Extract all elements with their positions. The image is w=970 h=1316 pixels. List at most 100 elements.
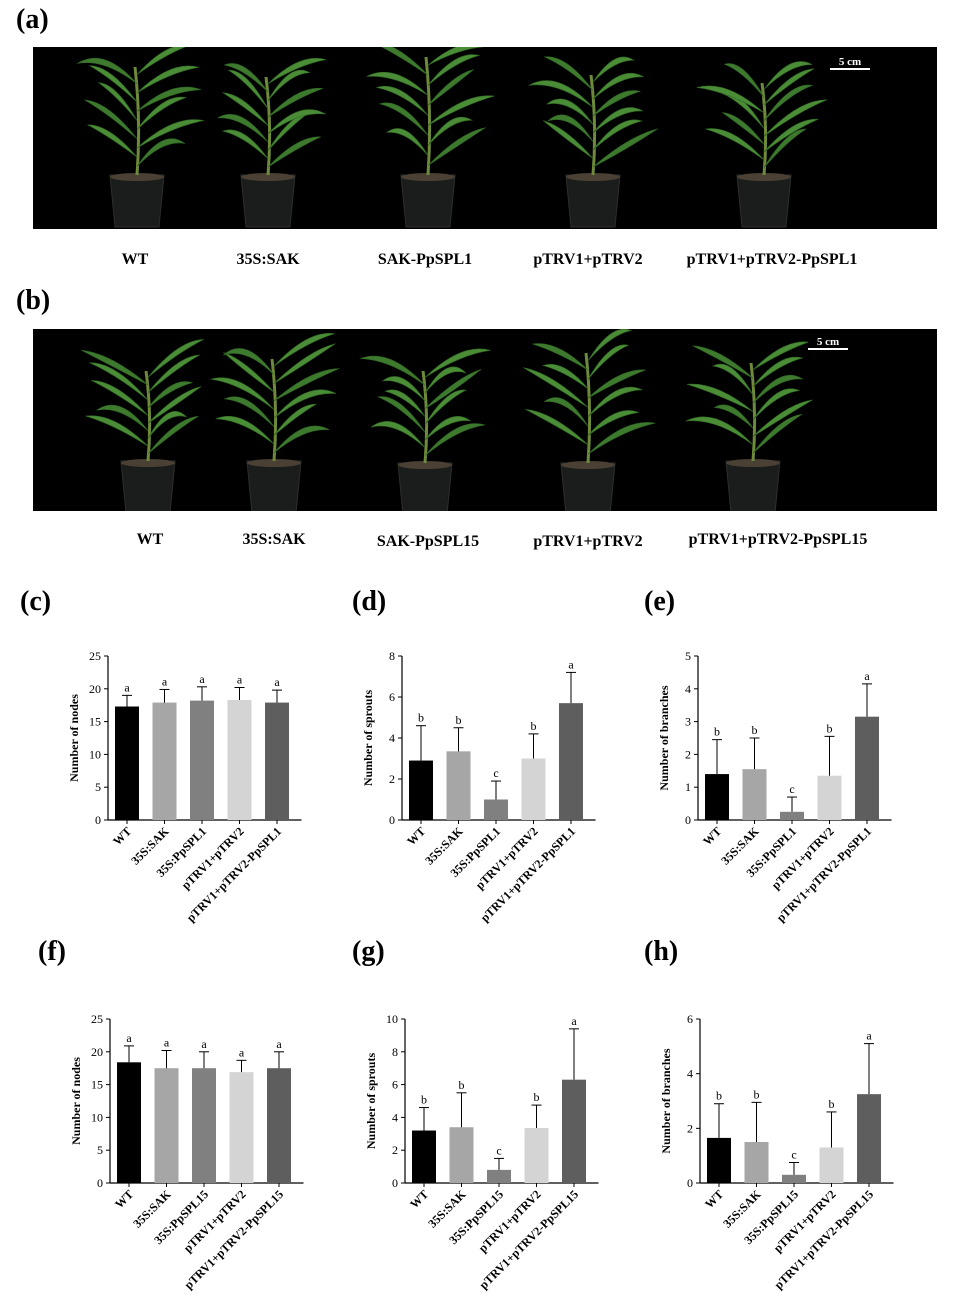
stem [584,352,592,464]
bar [782,1174,806,1183]
leaf [592,56,635,83]
y-tick-label: 15 [89,715,101,729]
leaf [87,124,138,158]
leaf [227,69,269,110]
plant-label: 35S:SAK [242,531,306,548]
leaf [77,57,138,84]
y-tick-label: 10 [89,747,101,761]
leaf [136,138,186,167]
leaf [587,369,646,399]
leaf [592,119,644,151]
significance-letter: a [124,680,130,694]
leaf [267,136,321,168]
leaf [592,90,642,117]
plant-illustration [77,47,204,228]
bar [265,702,289,820]
pot [400,174,456,228]
y-tick-label: 4 [687,1067,693,1081]
stem [760,82,768,176]
y-tick-label: 0 [687,1176,693,1190]
leaf [136,65,200,94]
significance-letter: a [864,669,870,683]
y-tick-label: 4 [389,731,395,745]
soil [110,173,164,181]
soil [726,459,780,467]
bar [857,1094,881,1183]
plant-illustration [696,61,828,228]
bar [446,751,471,820]
leaf [686,383,754,412]
leaf [752,375,803,404]
y-tick-label: 2 [687,1121,693,1135]
leaf [424,416,471,441]
leaf [587,344,630,380]
leaf [541,364,589,389]
significance-letter: c [791,1148,796,1162]
leaf [136,47,186,75]
panel-letter-d: (d) [352,586,387,617]
panel-letter-b: (b) [16,285,51,316]
leaf [592,107,644,134]
leaf [713,404,754,429]
significance-letter: b [456,713,462,727]
leaf [752,356,804,387]
leaf [427,69,474,106]
panel-letter-f: (f) [38,936,66,967]
leaf [752,388,801,421]
y-axis-label: Number of nodes [69,1057,83,1145]
plant-illustration [210,333,340,511]
bar [227,699,252,820]
x-tick-label: WT [407,1187,431,1211]
significance-letter: a [201,1037,207,1051]
leaf [147,386,202,424]
leaf [546,98,594,125]
leaf [273,368,340,402]
bar [115,706,139,820]
stem [424,56,432,176]
leaf [752,341,809,371]
leaf [366,71,429,96]
leaf [427,47,485,66]
bar [524,1128,549,1183]
leaf [84,99,138,140]
plant-label: pTRV1+pTRV2-PpSPL15 [688,531,868,548]
scale-bar-label: 5 cm [817,336,839,348]
soil [401,173,455,181]
significance-letter: b [752,723,758,737]
y-tick-label: 0 [392,1176,398,1190]
bar [484,799,508,820]
stem [270,358,278,462]
significance-letter: a [162,674,168,688]
plant-photo-a: 5 cm [33,47,937,229]
leaf [528,80,594,108]
plant-label: pTRV1+pTRV2-PpSPL1 [686,251,858,268]
leaf [543,397,589,427]
y-axis-label: Number of sprouts [364,1053,378,1150]
soil [247,459,301,467]
y-axis-label: Number of branches [659,1048,673,1153]
leaf [696,85,765,114]
y-tick-label: 15 [91,1078,103,1092]
y-tick-label: 6 [687,1012,693,1026]
significance-letter: b [421,1093,427,1107]
y-tick-label: 5 [95,780,101,794]
leaf [267,87,323,118]
pot [736,174,792,228]
leaf [273,403,318,436]
leaf [592,128,658,168]
leaf [763,99,828,137]
y-tick-label: 2 [392,1143,398,1157]
y-tick-label: 5 [685,649,691,663]
bar [744,1142,769,1183]
leaf [424,423,485,456]
leaf [221,129,269,160]
y-tick-label: 0 [95,813,101,827]
y-tick-label: 2 [685,747,691,761]
leaf [424,389,467,425]
significance-letter: a [571,1014,577,1028]
